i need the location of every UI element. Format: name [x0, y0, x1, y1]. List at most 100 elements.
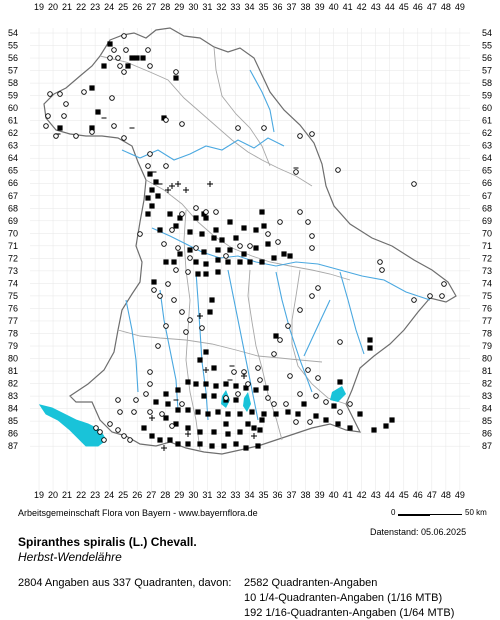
y-tick-label: 76	[8, 303, 18, 313]
occurrence-square	[313, 413, 319, 419]
occurrence-open-circle	[315, 375, 321, 381]
occurrence-open-circle	[121, 433, 127, 439]
x-tick-label: 25	[118, 2, 128, 12]
occurrence-open-circle	[57, 91, 63, 97]
y-tick-label: 70	[8, 228, 18, 238]
common-name: Herbst-Wendelähre	[18, 550, 122, 564]
occurrence-square	[331, 403, 337, 409]
x-tick-label: 21	[62, 2, 72, 12]
y-tick-label: 54	[482, 28, 492, 38]
occurrence-open-circle	[147, 369, 153, 375]
y-tick-label: 80	[482, 354, 492, 364]
occurrence-open-circle	[427, 293, 433, 299]
occurrence-square	[257, 427, 263, 433]
occurrence-square	[225, 411, 231, 417]
occurrence-open-circle	[297, 209, 303, 215]
occurrence-square	[323, 417, 329, 423]
x-tick-label: 33	[230, 2, 240, 12]
occurrence-square	[237, 429, 243, 435]
occurrence-plus	[169, 183, 175, 189]
occurrence-open-circle	[155, 343, 161, 349]
occurrence-open-circle	[179, 309, 185, 315]
occurrence-square	[215, 269, 221, 275]
occurrence-open-circle	[179, 401, 185, 407]
occurrence-square	[167, 211, 173, 217]
occurrence-square	[367, 337, 373, 343]
occurrence-square	[261, 223, 267, 229]
y-tick-label: 71	[8, 241, 18, 251]
occurrence-square	[287, 253, 293, 259]
occurrence-open-circle	[89, 129, 95, 135]
x-tick-label: 19	[34, 490, 44, 500]
y-tick-label: 72	[482, 253, 492, 263]
x-tick-label: 28	[160, 490, 170, 500]
y-tick-label: 69	[482, 216, 492, 226]
y-tick-label: 56	[8, 53, 18, 63]
occurrence-square	[175, 387, 181, 393]
x-tick-label: 49	[455, 2, 465, 12]
occurrence-open-circle	[163, 323, 169, 329]
occurrence-square	[195, 271, 201, 277]
occurrence-open-circle	[297, 133, 303, 139]
x-tick-label: 29	[174, 2, 184, 12]
occurrence-square	[163, 391, 169, 397]
occurrence-open-circle	[175, 245, 181, 251]
occurrence-square	[177, 251, 183, 257]
x-tick-label: 37	[287, 2, 297, 12]
x-tick-label: 24	[104, 2, 114, 12]
x-tick-label: 23	[90, 2, 100, 12]
occurrence-open-circle	[309, 245, 315, 251]
y-tick-label: 85	[8, 416, 18, 426]
occurrence-open-circle	[307, 419, 313, 425]
occurrence-square	[197, 429, 203, 435]
occurrence-open-circle	[173, 69, 179, 75]
occurrence-square	[213, 383, 219, 389]
occurrence-square	[243, 385, 249, 391]
occurrence-square	[157, 227, 163, 233]
occurrence-open-circle	[377, 259, 383, 265]
occurrence-open-circle	[143, 391, 149, 397]
y-tick-label: 78	[8, 328, 18, 338]
occurrence-open-circle	[63, 101, 69, 107]
occurrence-square	[383, 423, 389, 429]
y-tick-label: 57	[8, 66, 18, 76]
occurrence-open-circle	[163, 163, 169, 169]
occurrence-square	[263, 385, 269, 391]
x-tick-label: 20	[48, 490, 58, 500]
x-tick-label: 47	[427, 490, 437, 500]
y-tick-label: 82	[8, 379, 18, 389]
occurrence-square	[285, 409, 291, 415]
x-tick-label: 30	[188, 490, 198, 500]
y-tick-label: 67	[482, 191, 492, 201]
occurrence-open-circle	[223, 253, 229, 259]
y-tick-label: 86	[8, 429, 18, 439]
x-tick-label: 38	[301, 490, 311, 500]
x-tick-label: 43	[371, 490, 381, 500]
x-tick-label: 39	[315, 490, 325, 500]
district-borders	[99, 46, 351, 451]
occurrence-square	[147, 171, 153, 177]
occurrence-open-circle	[313, 393, 319, 399]
occurrence-square	[145, 211, 151, 217]
occurrence-square	[253, 387, 259, 393]
occurrence-square	[203, 381, 209, 387]
occurrence-square	[197, 441, 203, 447]
occurrence-square	[155, 193, 161, 199]
occurrence-open-circle	[43, 123, 49, 129]
y-tick-label: 84	[482, 404, 492, 414]
occurrence-open-circle	[335, 167, 341, 173]
lake-constance	[38, 404, 107, 447]
occurrence-square	[185, 379, 191, 385]
occurrence-open-circle	[247, 243, 253, 249]
occurrence-open-circle	[121, 135, 127, 141]
x-tick-label: 26	[132, 490, 142, 500]
x-tick-label: 35	[258, 490, 268, 500]
occurrence-open-circle	[245, 381, 251, 387]
occurrence-open-circle	[115, 397, 121, 403]
occurrence-open-circle	[193, 205, 199, 211]
species-name: Spiranthes spiralis (L.) Chevall.	[18, 535, 197, 549]
occurrence-open-circle	[277, 219, 283, 225]
x-tick-label: 44	[385, 490, 395, 500]
occurrence-square	[371, 427, 377, 433]
occurrence-square	[140, 55, 146, 61]
